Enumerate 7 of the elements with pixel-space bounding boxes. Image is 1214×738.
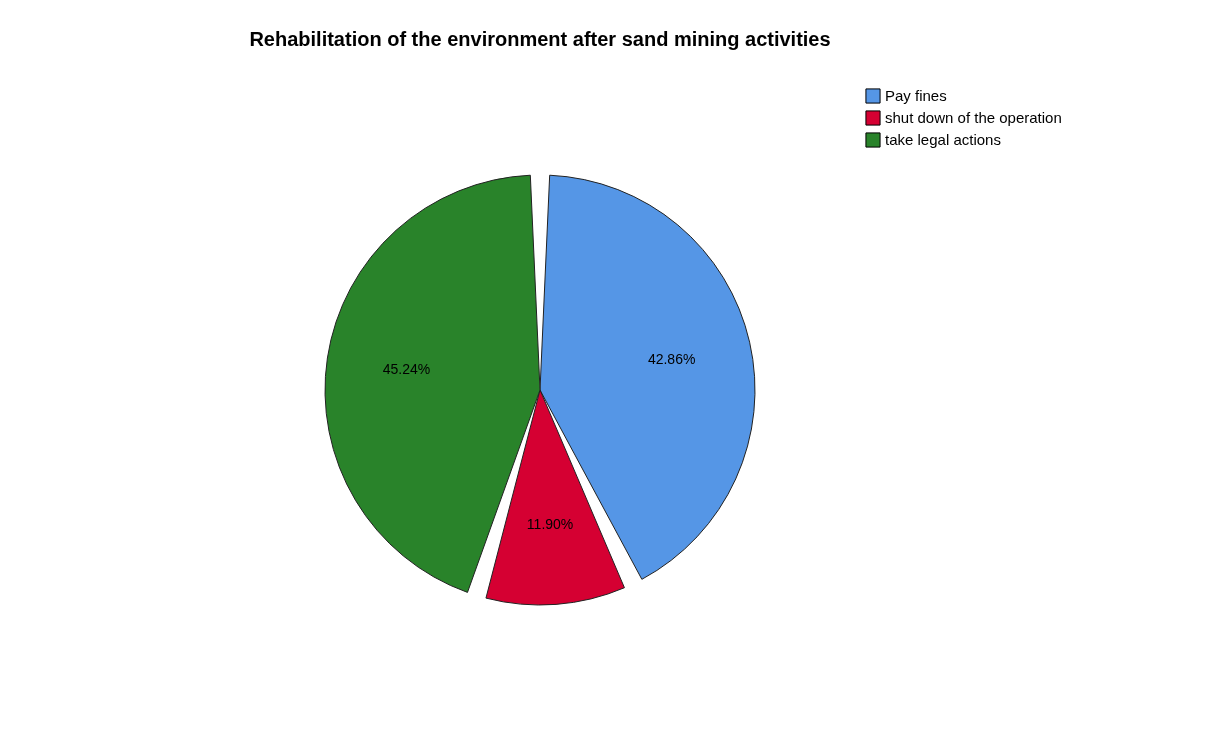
legend-label: shut down of the operation [885,109,1062,126]
legend-label: take legal actions [885,131,1001,148]
legend-label: Pay fines [885,87,947,104]
data-label: 11.90% [526,515,574,532]
chart-title: Rehabilitation of the environment after sand mining activities [249,28,831,50]
data-label: 42.86% [647,350,696,367]
data-label: 45.24% [382,360,431,377]
